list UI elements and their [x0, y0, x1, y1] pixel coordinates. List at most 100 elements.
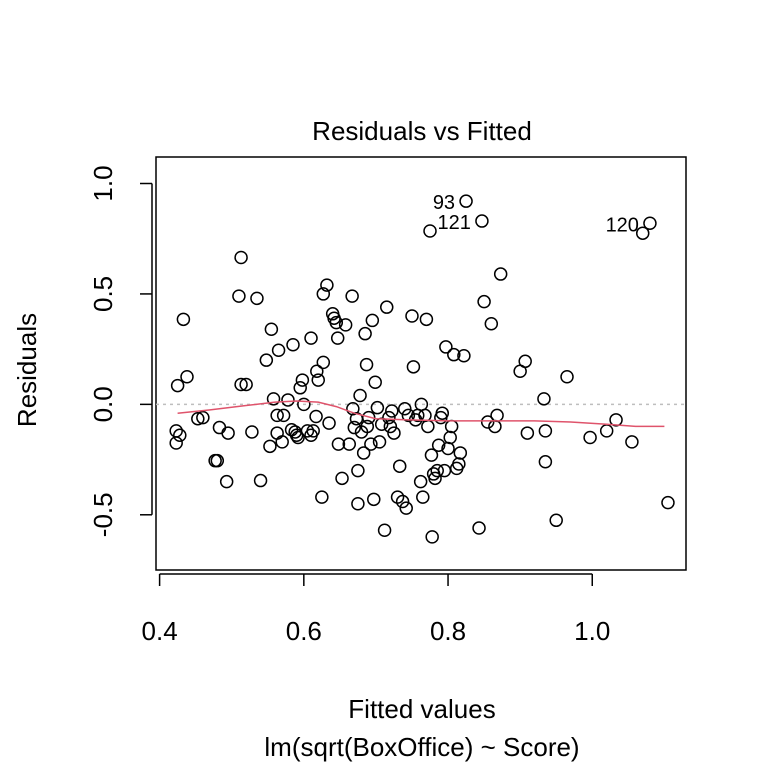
data-point	[385, 404, 399, 418]
data-point	[475, 214, 489, 228]
data-point	[239, 377, 253, 392]
chart-subtitle: lm(sqrt(BoxOffice) ~ Score)	[264, 732, 579, 762]
data-point	[377, 523, 392, 537]
data-point	[275, 435, 289, 449]
data-point	[493, 267, 508, 281]
data-point	[383, 419, 398, 434]
data-point	[477, 294, 491, 309]
data-point	[291, 430, 305, 445]
data-point	[405, 309, 419, 323]
y-tick-label: 1.0	[88, 165, 118, 201]
data-point	[293, 381, 307, 395]
data-point	[472, 521, 486, 535]
data-point	[360, 419, 375, 434]
data-point	[250, 291, 264, 306]
data-point	[538, 424, 553, 438]
data-point	[191, 411, 205, 426]
data-point	[428, 471, 442, 486]
data-point	[263, 439, 277, 454]
data-point	[484, 316, 499, 331]
plot-frame	[155, 156, 687, 571]
data-point	[335, 471, 349, 486]
data-point	[330, 331, 345, 345]
data-point	[537, 392, 551, 406]
data-point	[379, 300, 394, 314]
outlier-label: 120	[606, 214, 639, 236]
x-tick-label: 0.4	[142, 616, 178, 646]
outlier-label: 121	[438, 212, 471, 234]
data-point	[661, 495, 675, 510]
data-point	[370, 400, 385, 415]
data-point	[232, 289, 246, 303]
data-point	[387, 426, 401, 440]
data-point	[173, 428, 187, 443]
data-point	[431, 438, 446, 452]
data-point	[310, 364, 324, 378]
data-point	[300, 424, 315, 438]
data-point	[351, 463, 365, 478]
data-point	[170, 378, 185, 393]
data-point	[169, 436, 183, 450]
data-point	[266, 392, 281, 406]
data-point	[365, 313, 380, 328]
data-point	[342, 437, 357, 451]
data-point	[245, 425, 259, 439]
data-point	[635, 226, 650, 240]
data-point	[439, 340, 453, 354]
data-point	[435, 406, 450, 420]
data-point	[276, 408, 291, 423]
data-point	[425, 530, 439, 544]
y-axis-label: Residuals	[12, 313, 42, 427]
data-point	[219, 474, 234, 489]
data-point	[406, 360, 421, 374]
data-point	[253, 473, 268, 488]
data-point	[395, 494, 410, 509]
data-point	[304, 331, 318, 345]
data-point	[361, 410, 376, 425]
data-point	[625, 435, 639, 449]
data-point	[221, 426, 235, 440]
data-point	[518, 354, 532, 369]
data-point	[560, 370, 574, 384]
data-point	[447, 347, 461, 362]
data-point	[331, 437, 346, 451]
data-point	[398, 402, 412, 416]
smooth-trend-line	[177, 400, 665, 428]
data-point	[399, 501, 413, 515]
data-point	[549, 513, 563, 528]
y-tick-label: 0.0	[88, 386, 118, 422]
data-point	[306, 424, 320, 438]
data-point	[315, 490, 329, 504]
x-tick-label: 1.0	[574, 616, 610, 646]
data-point	[259, 353, 274, 367]
data-point	[419, 312, 434, 327]
x-tick-label: 0.6	[286, 616, 322, 646]
x-axis-label: Fitted values	[348, 694, 495, 724]
data-point	[345, 289, 359, 303]
data-point	[196, 410, 210, 425]
y-tick-label: -0.5	[88, 492, 118, 537]
data-point	[424, 448, 439, 462]
data-point	[583, 430, 597, 445]
data-point	[372, 435, 387, 449]
data-point	[368, 375, 382, 390]
data-point	[453, 446, 468, 460]
chart-title: Residuals vs Fitted	[312, 116, 532, 146]
data-point	[413, 474, 428, 489]
data-point	[270, 408, 284, 423]
data-point	[210, 453, 225, 468]
data-point	[322, 416, 336, 430]
data-point	[480, 415, 495, 429]
data-point	[264, 322, 279, 337]
data-point	[316, 355, 331, 370]
data-point	[367, 492, 381, 507]
data-point	[329, 315, 344, 330]
data-point	[520, 426, 535, 440]
y-tick-label: 0.5	[88, 276, 118, 312]
data-point	[423, 224, 437, 238]
outlier-label: 93	[433, 192, 455, 214]
data-point	[358, 326, 372, 341]
